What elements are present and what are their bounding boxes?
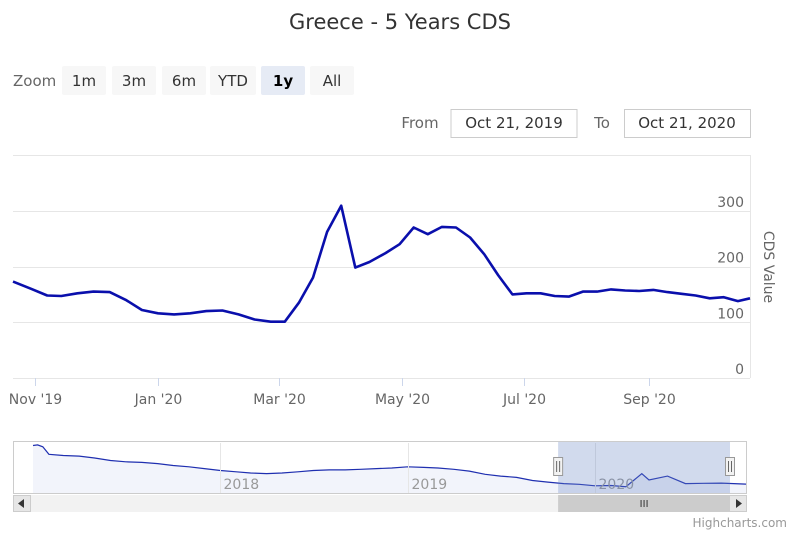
navigator-area <box>33 444 746 493</box>
zoom-buttons: 1m 3m 6m YTD 1y All <box>62 66 354 95</box>
from-date-value: Oct 21, 2019 <box>465 114 563 132</box>
x-axis: Nov '19 Jan '20 Mar '20 May '20 Jul '20 Sep '… <box>9 378 676 408</box>
x-tick-label: Nov '19 <box>9 392 62 408</box>
scroll-left-button[interactable] <box>13 495 31 512</box>
svg-text:6m: 6m <box>172 72 196 90</box>
navigator-year-label: 2018 <box>224 477 260 493</box>
from-label: From <box>401 114 438 132</box>
y-tick-label: 0 <box>735 362 744 378</box>
zoom-button-1m[interactable]: 1m <box>62 66 106 95</box>
arrow-right-icon <box>736 499 742 508</box>
chart-title: Greece - 5 Years CDS <box>289 10 511 34</box>
svg-text:1m: 1m <box>72 72 96 90</box>
svg-text:3m: 3m <box>122 72 146 90</box>
to-date-value: Oct 21, 2020 <box>638 114 736 132</box>
highcharts-credit[interactable]: Highcharts.com <box>693 516 787 530</box>
x-tick-label: Mar '20 <box>253 392 306 408</box>
navigator-selected-range[interactable] <box>558 442 730 494</box>
scroll-right-button[interactable] <box>729 495 747 512</box>
navigator-year-label: 2020 <box>599 477 635 493</box>
grid-lines <box>13 155 750 379</box>
to-label: To <box>593 114 610 132</box>
navigator-left-handle[interactable] <box>553 457 564 476</box>
arrow-left-icon <box>18 499 24 508</box>
y-tick-label: 100 <box>717 306 744 322</box>
navigator-year-labels: 2018 2019 2020 <box>220 443 635 493</box>
navigator-line <box>32 444 747 488</box>
from-date-input[interactable]: Oct 21, 2019 <box>450 109 578 138</box>
navigator-right-handle[interactable] <box>725 457 735 476</box>
zoom-button-ytd[interactable]: YTD <box>210 66 256 95</box>
zoom-button-6m[interactable]: 6m <box>162 66 206 95</box>
scrollbar[interactable] <box>13 495 747 512</box>
zoom-button-3m[interactable]: 3m <box>112 66 156 95</box>
zoom-button-all[interactable]: All <box>310 66 354 95</box>
svg-text:YTD: YTD <box>217 72 248 90</box>
svg-text:All: All <box>323 72 342 90</box>
x-tick-label: May '20 <box>375 392 430 408</box>
y-tick-label: 300 <box>717 195 744 211</box>
navigator-handles[interactable] <box>553 457 735 476</box>
series-line-cds <box>12 204 751 323</box>
to-date-input[interactable]: Oct 21, 2020 <box>624 109 751 138</box>
zoom-button-1y[interactable]: 1y <box>261 66 305 95</box>
y-axis: 0 100 200 300 <box>717 195 744 378</box>
scrollbar-thumb-grip-icon <box>640 500 648 507</box>
y-axis-title: CDS Value <box>760 231 776 303</box>
x-tick-label: Jan '20 <box>134 392 183 408</box>
navigator-outline <box>13 441 747 494</box>
svg-text:1y: 1y <box>273 72 293 90</box>
y-tick-label: 200 <box>717 251 744 267</box>
zoom-label: Zoom <box>13 72 56 90</box>
navigator-year-label: 2019 <box>412 477 448 493</box>
navigator[interactable]: 2018 2019 2020 <box>13 441 747 495</box>
x-tick-label: Jul '20 <box>502 392 546 408</box>
x-tick-label: Sep '20 <box>623 392 676 408</box>
